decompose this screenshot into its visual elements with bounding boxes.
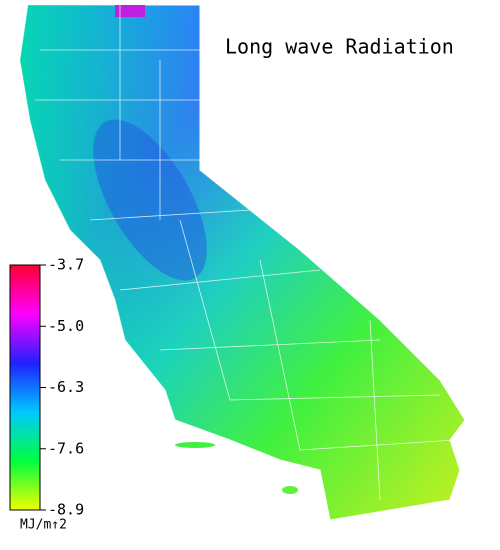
colorbar-tick-label: -3.7 [48,256,84,274]
colorbar-unit: MJ/m↑2 [20,518,67,533]
colorbar-tick-label: -6.3 [48,378,84,396]
map-title: Long wave Radiation [225,35,454,59]
colorbar-tick-label: -7.6 [48,439,84,457]
state-shape [19,4,466,521]
colorbar-tick-label: -5.0 [48,317,84,335]
colorbar [9,264,41,511]
colorbar-tick-label: -8.9 [48,501,84,519]
